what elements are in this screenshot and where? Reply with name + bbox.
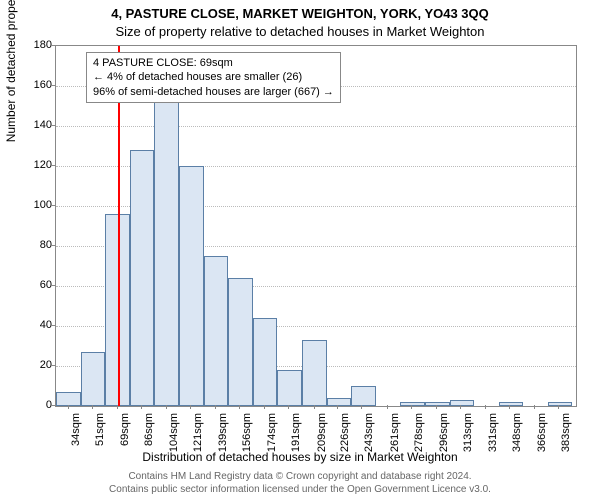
xtick-mark	[558, 405, 559, 409]
xtick-label: 191sqm	[290, 413, 302, 463]
plot-area: 4 PASTURE CLOSE: 69sqm ← 4% of detached …	[55, 45, 577, 407]
info-line: 96% of semi-detached houses are larger (…	[93, 85, 334, 99]
histogram-bar	[228, 278, 253, 406]
ytick-label: 140	[12, 119, 52, 131]
xtick-mark	[387, 405, 388, 409]
gridline	[56, 126, 576, 127]
histogram-bar	[499, 402, 524, 406]
xtick-label: 243sqm	[363, 413, 375, 463]
xtick-label: 104sqm	[168, 413, 180, 463]
ytick-label: 180	[12, 39, 52, 51]
xtick-mark	[92, 405, 93, 409]
xtick-label: 313sqm	[462, 413, 474, 463]
ytick-label: 100	[12, 199, 52, 211]
info-box: 4 PASTURE CLOSE: 69sqm ← 4% of detached …	[86, 52, 341, 103]
xtick-mark	[215, 405, 216, 409]
ytick-mark	[51, 285, 55, 286]
ytick-mark	[51, 85, 55, 86]
xtick-mark	[485, 405, 486, 409]
footer: Contains HM Land Registry data © Crown c…	[0, 471, 600, 496]
xtick-label: 121sqm	[192, 413, 204, 463]
xtick-label: 51sqm	[94, 413, 106, 463]
histogram-bar	[548, 402, 573, 406]
histogram-bar	[400, 402, 425, 406]
info-line: ← 4% of detached houses are smaller (26)	[93, 70, 334, 84]
histogram-bar	[277, 370, 302, 406]
xtick-label: 278sqm	[413, 413, 425, 463]
xtick-mark	[337, 405, 338, 409]
histogram-bar	[302, 340, 327, 406]
xtick-mark	[190, 405, 191, 409]
title-sub: Size of property relative to detached ho…	[0, 24, 600, 39]
xtick-label: 69sqm	[119, 413, 131, 463]
xtick-label: 174sqm	[266, 413, 278, 463]
histogram-bar	[425, 402, 450, 406]
ytick-label: 60	[12, 279, 52, 291]
xtick-mark	[436, 405, 437, 409]
xtick-label: 383sqm	[560, 413, 572, 463]
xtick-mark	[239, 405, 240, 409]
histogram-bar	[81, 352, 106, 406]
xtick-mark	[361, 405, 362, 409]
xtick-mark	[460, 405, 461, 409]
histogram-bar	[204, 256, 229, 406]
xtick-label: 366sqm	[536, 413, 548, 463]
ytick-mark	[51, 365, 55, 366]
xtick-label: 209sqm	[316, 413, 328, 463]
xtick-mark	[264, 405, 265, 409]
ytick-mark	[51, 325, 55, 326]
xtick-label: 86sqm	[143, 413, 155, 463]
ytick-label: 80	[12, 239, 52, 251]
ytick-label: 160	[12, 79, 52, 91]
histogram-bar	[179, 166, 204, 406]
xtick-mark	[314, 405, 315, 409]
xtick-label: 139sqm	[217, 413, 229, 463]
footer-line: Contains public sector information licen…	[0, 484, 600, 497]
xtick-label: 34sqm	[70, 413, 82, 463]
xtick-label: 331sqm	[487, 413, 499, 463]
ytick-label: 120	[12, 159, 52, 171]
xtick-mark	[411, 405, 412, 409]
ytick-mark	[51, 125, 55, 126]
xtick-mark	[509, 405, 510, 409]
histogram-bar	[253, 318, 278, 406]
histogram-bar	[130, 150, 155, 406]
xtick-mark	[68, 405, 69, 409]
xtick-label: 296sqm	[438, 413, 450, 463]
xtick-label: 348sqm	[511, 413, 523, 463]
histogram-bar	[56, 392, 81, 406]
ytick-mark	[51, 165, 55, 166]
title-main: 4, PASTURE CLOSE, MARKET WEIGHTON, YORK,…	[0, 6, 600, 21]
histogram-bar	[327, 398, 352, 406]
chart-container: 4, PASTURE CLOSE, MARKET WEIGHTON, YORK,…	[0, 0, 600, 500]
ytick-label: 40	[12, 319, 52, 331]
histogram-bar	[154, 90, 179, 406]
info-line: 4 PASTURE CLOSE: 69sqm	[93, 56, 334, 70]
ytick-mark	[51, 405, 55, 406]
ytick-label: 20	[12, 359, 52, 371]
footer-line: Contains HM Land Registry data © Crown c…	[0, 471, 600, 484]
xtick-label: 156sqm	[241, 413, 253, 463]
ytick-mark	[51, 205, 55, 206]
xtick-mark	[117, 405, 118, 409]
xtick-mark	[288, 405, 289, 409]
histogram-bar	[351, 386, 376, 406]
ytick-mark	[51, 45, 55, 46]
xtick-label: 226sqm	[339, 413, 351, 463]
xtick-mark	[141, 405, 142, 409]
ytick-label: 0	[12, 399, 52, 411]
ytick-mark	[51, 245, 55, 246]
xtick-label: 261sqm	[389, 413, 401, 463]
xtick-mark	[534, 405, 535, 409]
histogram-bar	[450, 400, 475, 406]
xtick-mark	[166, 405, 167, 409]
